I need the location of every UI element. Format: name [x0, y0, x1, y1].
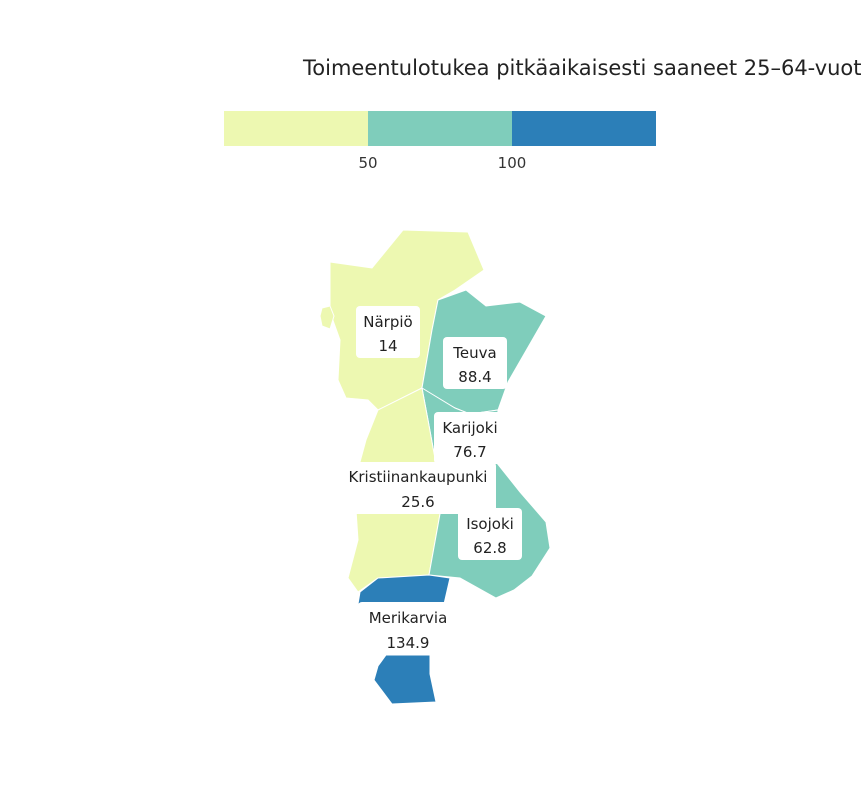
- region-label-narpio: Närpiö 14: [356, 306, 420, 358]
- region-label-karijoki: Karijoki 76.7: [434, 412, 506, 464]
- legend-bin-mid: [368, 111, 512, 146]
- region-label-name: Isojoki: [466, 515, 514, 533]
- region-label-name: Teuva: [452, 344, 496, 362]
- region-label-value: 134.9: [387, 634, 430, 652]
- region-label-kristiinankaupunki: Kristiinankaupunki 25.6: [340, 462, 496, 514]
- legend-tick-100: 100: [497, 154, 527, 172]
- region-label-value: 76.7: [453, 443, 486, 461]
- region-label-name: Kristiinankaupunki: [349, 468, 488, 486]
- region-label-isojoki: Isojoki 62.8: [458, 508, 522, 560]
- region-label-value: 62.8: [473, 539, 506, 557]
- region-label-value: 14: [378, 337, 397, 355]
- region-label-name: Merikarvia: [369, 609, 448, 627]
- region-label-teuva: Teuva 88.4: [443, 337, 507, 389]
- region-label-name: Närpiö: [363, 313, 412, 331]
- region-label-value: 88.4: [458, 368, 491, 386]
- legend-tick-50: 50: [358, 154, 378, 172]
- map-title: Toimeentulotukea pitkäaikaisesti saaneet…: [303, 56, 862, 80]
- region-label-merikarvia: Merikarvia 134.9: [358, 602, 458, 654]
- region-label-value: 25.6: [401, 493, 434, 511]
- region-label-name: Karijoki: [442, 419, 497, 437]
- color-legend: [224, 111, 656, 146]
- legend-bin-low: [224, 111, 368, 146]
- legend-bin-high: [512, 111, 656, 146]
